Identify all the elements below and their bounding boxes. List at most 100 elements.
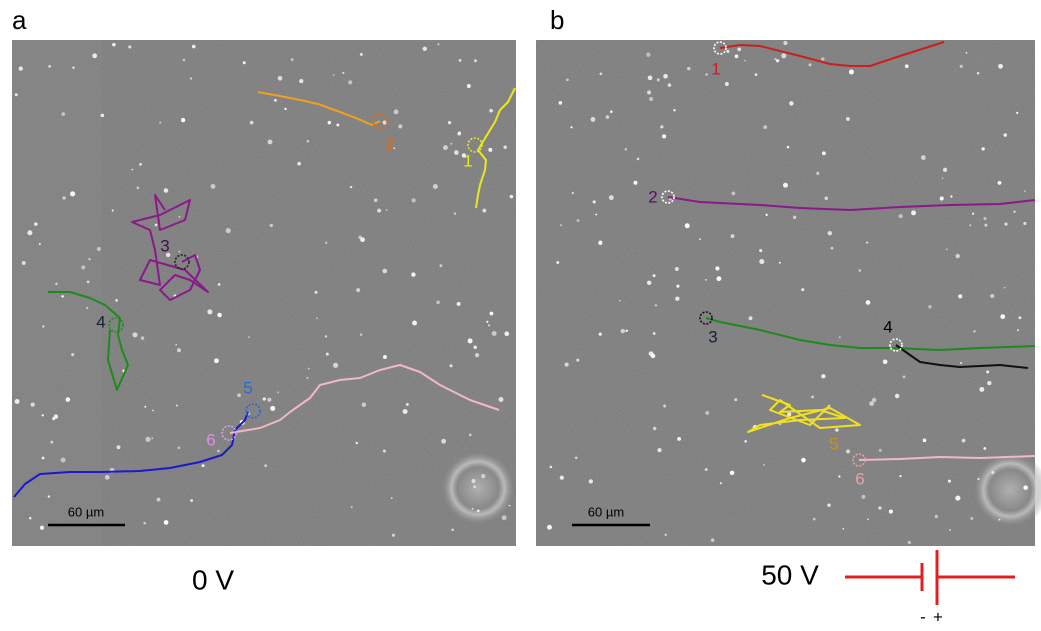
speck — [824, 197, 828, 201]
speck — [61, 457, 66, 462]
speck — [383, 449, 386, 452]
speck — [921, 155, 926, 160]
speck — [998, 64, 1003, 69]
speck — [727, 50, 730, 53]
speck — [958, 294, 962, 298]
speck — [835, 428, 838, 431]
speck — [730, 471, 735, 476]
speck — [490, 312, 494, 316]
speck — [333, 363, 338, 368]
speck — [774, 58, 776, 60]
speck — [214, 358, 219, 363]
speck — [600, 72, 603, 75]
speck — [86, 307, 88, 309]
speck — [383, 355, 387, 359]
speck — [217, 450, 220, 453]
speck — [899, 214, 903, 218]
speck — [504, 331, 509, 336]
speck — [27, 230, 32, 235]
speck — [626, 330, 628, 332]
speck — [164, 520, 169, 525]
speck — [42, 325, 44, 327]
track-label: 4 — [96, 312, 105, 331]
speck — [1000, 314, 1005, 319]
speck — [377, 209, 381, 213]
speck — [946, 248, 948, 250]
speck — [441, 439, 446, 444]
speck — [502, 515, 507, 520]
speck — [763, 125, 767, 129]
panel-a: a 2 1 3 4 5 6 60 µm 0 V — [12, 5, 516, 596]
speck — [306, 377, 308, 379]
speck — [451, 528, 454, 531]
speck — [141, 336, 144, 339]
speck — [647, 281, 651, 285]
speck — [572, 192, 574, 194]
speck — [15, 399, 20, 404]
speck — [486, 321, 488, 323]
speck — [861, 495, 865, 499]
speck — [991, 471, 994, 474]
speck — [720, 482, 722, 484]
speck — [1023, 222, 1026, 225]
battery-plus: + — [933, 607, 943, 626]
speck — [439, 264, 442, 267]
speck — [1024, 190, 1026, 192]
speck — [977, 478, 979, 480]
speck — [589, 479, 593, 483]
speck — [779, 262, 781, 264]
speck — [489, 109, 493, 113]
speck — [846, 449, 850, 453]
speck — [178, 251, 180, 253]
speck — [673, 109, 675, 111]
speck — [457, 302, 461, 306]
speck — [660, 125, 663, 128]
speck — [591, 117, 596, 122]
speck — [467, 84, 471, 88]
speck — [459, 59, 462, 62]
speck — [61, 112, 65, 116]
speck — [801, 288, 804, 291]
speck — [475, 353, 479, 357]
speck — [436, 301, 440, 305]
speck — [705, 411, 709, 415]
speck — [326, 353, 329, 356]
speck — [633, 181, 637, 185]
speck — [621, 329, 625, 333]
speck — [177, 348, 181, 352]
speck — [473, 485, 476, 488]
speck — [1016, 112, 1018, 114]
speck — [277, 391, 279, 393]
speck — [392, 534, 395, 537]
speck — [821, 374, 825, 378]
speck — [307, 140, 309, 142]
speck — [816, 172, 819, 175]
track-label: 4 — [883, 317, 892, 336]
speck — [575, 457, 577, 459]
speck — [789, 101, 793, 105]
speck — [846, 117, 850, 121]
speck — [412, 321, 417, 326]
speck — [325, 335, 327, 337]
speck — [663, 404, 666, 407]
speck — [677, 437, 681, 441]
speck — [984, 217, 987, 220]
speck — [267, 398, 271, 402]
speck — [625, 148, 627, 150]
speck — [29, 517, 31, 519]
voltage-label: 0 V — [192, 564, 234, 595]
speck — [128, 45, 131, 48]
speck — [328, 121, 332, 125]
speck — [998, 181, 1002, 185]
track-label: 1 — [463, 151, 472, 170]
speck — [950, 195, 952, 197]
speck — [977, 72, 980, 75]
speck — [159, 122, 161, 124]
speck — [1004, 222, 1007, 225]
speck — [22, 261, 26, 265]
speck — [849, 69, 854, 74]
speck — [982, 147, 985, 150]
speck — [942, 177, 944, 179]
speck — [983, 447, 986, 450]
speck — [117, 445, 121, 449]
